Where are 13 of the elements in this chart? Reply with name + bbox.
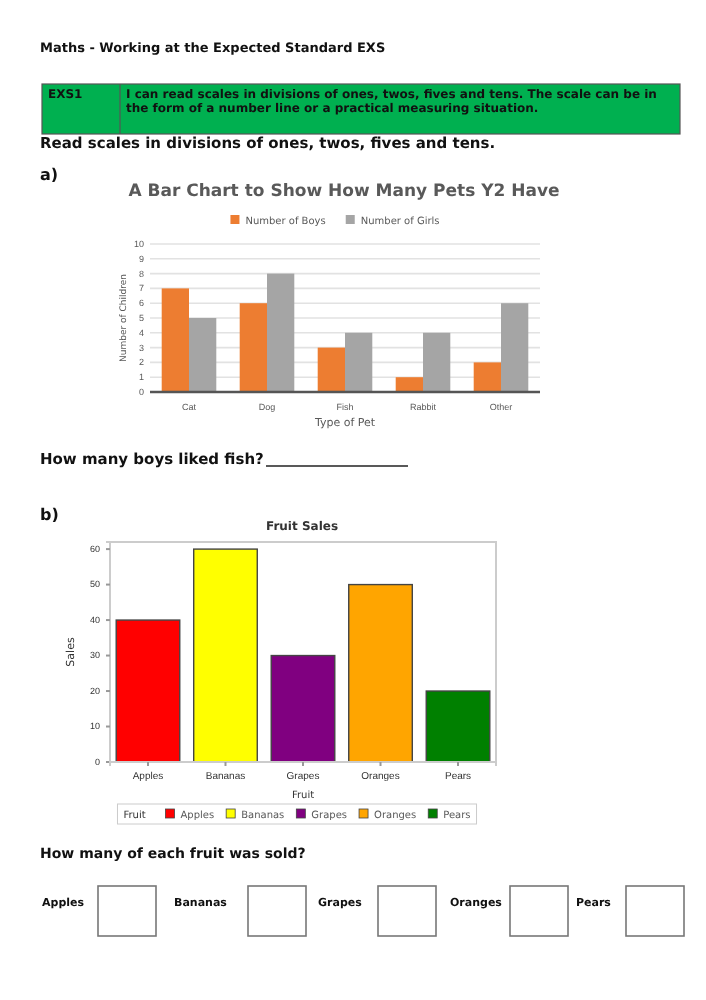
text: a) (40, 166, 59, 184)
bar (161, 288, 189, 392)
bar (473, 362, 501, 392)
bar (239, 303, 267, 392)
bar (317, 347, 345, 392)
bar (345, 332, 373, 392)
bar (267, 273, 295, 392)
bar (395, 377, 423, 392)
bar (501, 303, 529, 392)
text: b) (40, 506, 59, 524)
bar (189, 318, 217, 392)
bar (423, 332, 451, 392)
chart-title: A Bar Chart to Show How Many Pets Y2 Have (128, 182, 561, 202)
